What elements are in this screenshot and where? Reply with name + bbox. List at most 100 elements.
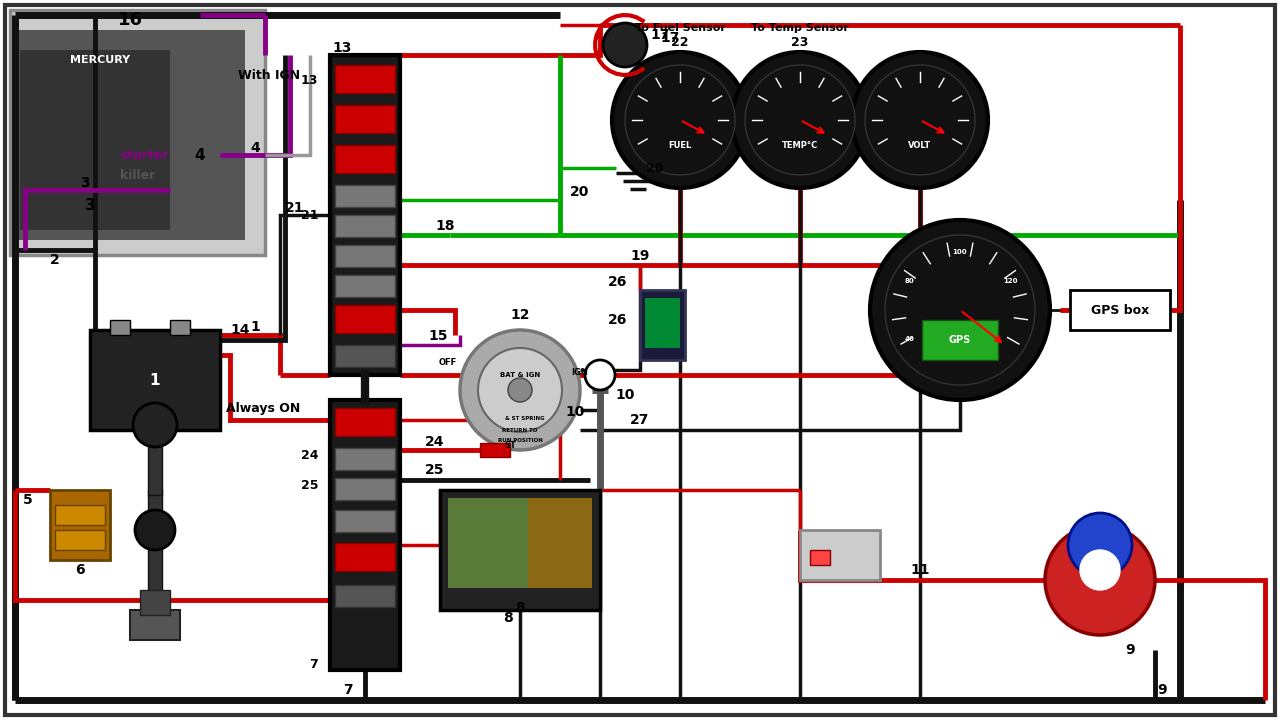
Text: 22: 22 — [671, 35, 689, 48]
Bar — [335, 145, 396, 173]
Text: 3: 3 — [84, 197, 95, 212]
Bar — [335, 305, 396, 333]
Bar — [335, 510, 396, 532]
Circle shape — [865, 65, 975, 175]
Text: 1: 1 — [250, 320, 260, 334]
Bar — [335, 185, 396, 207]
Text: 80: 80 — [905, 278, 915, 284]
Bar — [800, 530, 881, 580]
Text: 12: 12 — [511, 308, 530, 322]
Bar — [330, 400, 399, 670]
Text: 19: 19 — [630, 249, 650, 263]
Bar — [335, 65, 396, 93]
Text: 16: 16 — [118, 11, 142, 29]
Circle shape — [477, 348, 562, 432]
Text: 13: 13 — [301, 73, 317, 86]
Text: OFF: OFF — [439, 358, 457, 366]
Bar — [330, 55, 399, 375]
Text: 25: 25 — [301, 479, 317, 492]
Bar — [15, 30, 244, 240]
Text: 23: 23 — [791, 35, 809, 48]
Bar — [110, 320, 131, 335]
Circle shape — [460, 330, 580, 450]
Text: ST: ST — [504, 441, 516, 449]
Text: killer: killer — [120, 168, 155, 181]
Bar — [335, 215, 396, 237]
Text: 10: 10 — [616, 388, 635, 402]
Bar — [131, 610, 180, 640]
Circle shape — [1044, 525, 1155, 635]
Text: 21: 21 — [301, 209, 317, 222]
Text: Always ON: Always ON — [225, 402, 300, 415]
Text: 27: 27 — [630, 413, 650, 427]
Text: 20: 20 — [571, 185, 590, 199]
Text: 24: 24 — [301, 449, 317, 462]
Circle shape — [870, 220, 1050, 400]
Circle shape — [134, 510, 175, 550]
Bar — [335, 345, 396, 367]
Text: To Fuel Sensor: To Fuel Sensor — [635, 23, 726, 33]
Bar — [148, 490, 163, 610]
Text: 9: 9 — [1157, 683, 1167, 697]
Circle shape — [612, 52, 748, 188]
Text: 2: 2 — [50, 253, 60, 267]
Bar — [335, 478, 396, 500]
Text: 24: 24 — [425, 435, 444, 449]
Text: 17: 17 — [660, 31, 680, 45]
Text: BAT & IGN: BAT & IGN — [500, 372, 540, 378]
Bar — [335, 543, 396, 571]
Bar — [55, 505, 105, 525]
Text: 3: 3 — [81, 176, 90, 190]
Bar — [140, 590, 170, 615]
Text: GPS: GPS — [948, 335, 972, 345]
Text: 4: 4 — [195, 148, 205, 163]
Text: 14: 14 — [230, 323, 250, 337]
Text: 13: 13 — [333, 41, 352, 55]
Circle shape — [1068, 513, 1132, 577]
Text: 21: 21 — [285, 201, 305, 215]
Circle shape — [133, 403, 177, 447]
Bar — [448, 498, 529, 588]
Bar — [1070, 290, 1170, 330]
Bar — [10, 10, 265, 255]
Text: 120: 120 — [1004, 278, 1018, 284]
Bar — [810, 550, 829, 565]
Text: TEMP°C: TEMP°C — [782, 140, 818, 150]
Bar — [480, 443, 509, 457]
Text: FUEL: FUEL — [668, 140, 691, 150]
Text: 9: 9 — [1125, 643, 1135, 657]
Circle shape — [603, 23, 646, 67]
Text: IGN: IGN — [572, 367, 589, 377]
Text: 15: 15 — [429, 329, 448, 343]
Text: MERCURY: MERCURY — [70, 55, 131, 65]
Text: 4: 4 — [250, 141, 260, 155]
Text: RUN POSITION: RUN POSITION — [498, 438, 543, 443]
Text: RETURN TO: RETURN TO — [502, 428, 538, 433]
Text: 40: 40 — [905, 336, 915, 342]
Text: 1: 1 — [150, 372, 160, 387]
Bar — [922, 320, 998, 360]
Text: 11: 11 — [910, 563, 929, 577]
Text: 26: 26 — [608, 275, 627, 289]
Bar — [335, 105, 396, 133]
Bar — [335, 408, 396, 436]
Text: starter: starter — [120, 148, 169, 161]
Circle shape — [1080, 550, 1120, 590]
Circle shape — [625, 65, 735, 175]
Circle shape — [884, 235, 1036, 385]
Text: 5: 5 — [23, 493, 33, 507]
Bar — [335, 448, 396, 470]
Text: GPS box: GPS box — [1091, 304, 1149, 317]
Text: 8: 8 — [503, 611, 513, 625]
Text: 17: 17 — [650, 28, 669, 42]
Text: VOLT: VOLT — [909, 140, 932, 150]
Circle shape — [508, 378, 532, 402]
Circle shape — [745, 65, 855, 175]
Bar — [20, 50, 170, 230]
Bar — [645, 298, 680, 348]
Circle shape — [852, 52, 988, 188]
Bar — [335, 585, 396, 607]
Circle shape — [585, 360, 614, 390]
Bar — [50, 490, 110, 560]
Text: 100: 100 — [952, 249, 968, 255]
